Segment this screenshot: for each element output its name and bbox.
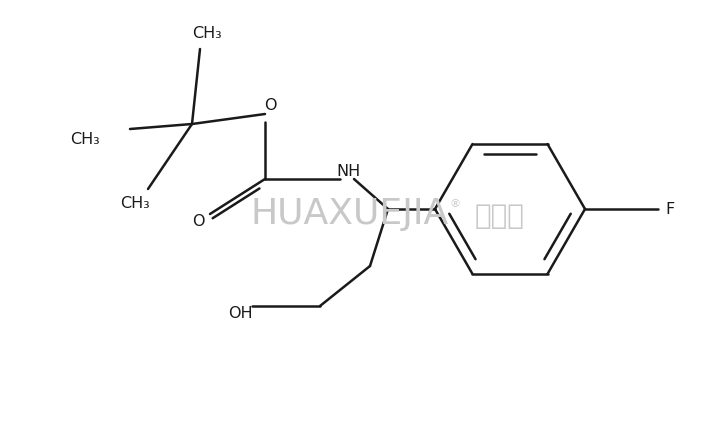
Text: CH₃: CH₃ [70, 132, 100, 147]
Text: F: F [665, 201, 674, 217]
Text: HUAXUEJIA: HUAXUEJIA [251, 197, 449, 231]
Text: ®: ® [449, 199, 460, 209]
Text: O: O [264, 99, 276, 114]
Text: OH: OH [228, 306, 252, 322]
Text: 化学加: 化学加 [475, 202, 525, 230]
Text: CH₃: CH₃ [192, 26, 222, 42]
Text: NH: NH [336, 164, 360, 180]
Text: O: O [192, 214, 204, 230]
Text: CH₃: CH₃ [120, 197, 150, 211]
